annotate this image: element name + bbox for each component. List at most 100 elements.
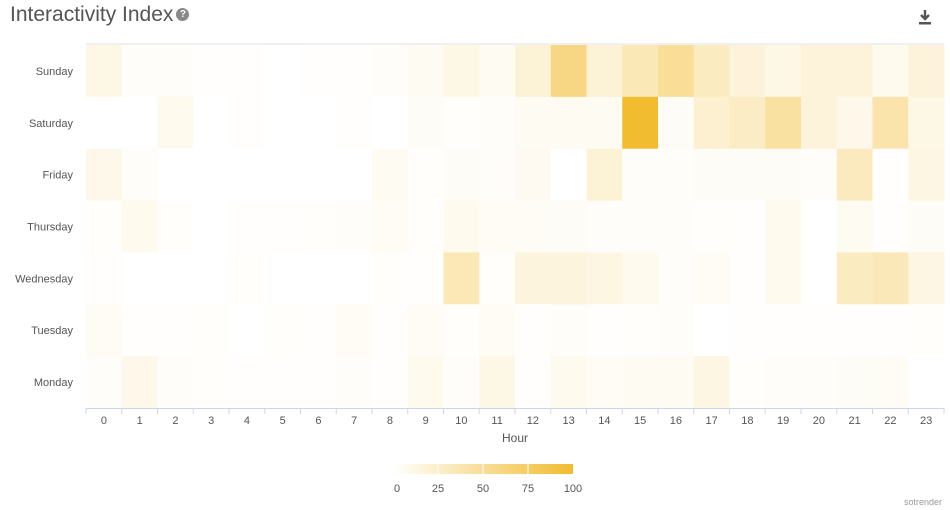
heatmap-cell bbox=[836, 304, 873, 357]
heatmap-cell bbox=[372, 304, 409, 357]
heatmap-cell bbox=[765, 200, 802, 253]
heatmap-cell bbox=[836, 96, 873, 150]
heatmap-cell bbox=[300, 304, 337, 357]
heatmap-cell bbox=[264, 304, 301, 357]
heatmap-cell bbox=[336, 200, 373, 253]
heatmap-cell bbox=[693, 200, 730, 253]
heatmap-cell bbox=[121, 304, 158, 357]
heatmap-cell bbox=[622, 200, 659, 253]
heatmap-cell bbox=[622, 356, 659, 409]
heatmap-cell bbox=[801, 304, 838, 357]
legend-tick-label: 50 bbox=[477, 483, 489, 495]
credit-text: sotrender bbox=[903, 497, 942, 507]
plot-top-border bbox=[86, 43, 944, 45]
heatmap-cell bbox=[443, 304, 480, 357]
heatmap-cell bbox=[693, 96, 730, 150]
heatmap-cell bbox=[515, 45, 552, 98]
heatmap-cell bbox=[300, 148, 337, 202]
x-tick-label: 5 bbox=[280, 415, 286, 427]
heatmap-cell bbox=[550, 96, 587, 150]
heatmap-cell bbox=[729, 96, 766, 150]
heatmap-cell bbox=[693, 148, 730, 202]
legend-tick-label: 25 bbox=[432, 483, 444, 495]
heatmap-cell bbox=[86, 45, 123, 98]
heatmap-cell bbox=[372, 200, 409, 253]
heatmap-cell bbox=[193, 200, 230, 253]
heatmap-cell bbox=[658, 148, 695, 202]
heatmap-cell bbox=[86, 200, 123, 253]
heatmap-cell bbox=[336, 96, 373, 150]
heatmap-cell bbox=[157, 252, 194, 305]
heatmap-cell bbox=[658, 356, 695, 409]
x-tick-label: 10 bbox=[455, 415, 467, 427]
heatmap-cell bbox=[765, 148, 802, 202]
heatmap-cell bbox=[86, 96, 123, 150]
heatmap-cell bbox=[765, 356, 802, 409]
heatmap-cell bbox=[121, 45, 158, 98]
heatmap-cell bbox=[550, 356, 587, 409]
y-tick-label: Wednesday bbox=[15, 273, 73, 285]
heatmap-cell bbox=[443, 356, 480, 409]
heatmap-cell bbox=[193, 252, 230, 305]
heatmap-cell bbox=[872, 45, 909, 98]
heatmap-cell bbox=[729, 252, 766, 305]
heatmap-cell bbox=[264, 96, 301, 150]
heatmap-cell bbox=[872, 200, 909, 253]
heatmap-cell bbox=[872, 356, 909, 409]
heatmap-cell bbox=[336, 252, 373, 305]
heatmap-cell bbox=[264, 252, 301, 305]
heatmap-cell bbox=[157, 356, 194, 409]
heatmap-cell bbox=[121, 148, 158, 202]
x-tick-label: 7 bbox=[351, 415, 357, 427]
y-tick-label: Tuesday bbox=[31, 325, 73, 337]
heatmap-cell bbox=[336, 304, 373, 357]
legend-tick-label: 100 bbox=[564, 483, 582, 495]
heatmap-cell bbox=[193, 45, 230, 98]
heatmap-cell bbox=[586, 304, 623, 357]
download-icon[interactable] bbox=[916, 8, 934, 26]
heatmap-cell bbox=[372, 96, 409, 150]
heatmap-cell bbox=[586, 356, 623, 409]
x-tick-label: 9 bbox=[423, 415, 429, 427]
x-tick-label: 15 bbox=[634, 415, 646, 427]
heatmap-cell bbox=[229, 252, 266, 305]
x-tick-label: 1 bbox=[137, 415, 143, 427]
y-tick-label: Saturday bbox=[29, 118, 74, 130]
heatmap-cell bbox=[908, 96, 945, 150]
heatmap-cell bbox=[407, 45, 444, 98]
heatmap-cell bbox=[693, 356, 730, 409]
heatmap-cell bbox=[407, 200, 444, 253]
heatmap-cell bbox=[336, 45, 373, 98]
heatmap-cell bbox=[622, 45, 659, 98]
legend-tick-label: 75 bbox=[522, 483, 534, 495]
heatmap-cell bbox=[622, 252, 659, 305]
heatmap-cell bbox=[264, 45, 301, 98]
heatmap-cell bbox=[407, 356, 444, 409]
heatmap-cell bbox=[479, 200, 516, 253]
heatmap-cell bbox=[836, 356, 873, 409]
heatmap-cell bbox=[908, 304, 945, 357]
heatmap-cell bbox=[86, 304, 123, 357]
help-icon[interactable]: ? bbox=[176, 8, 190, 21]
heatmap-cell bbox=[157, 148, 194, 202]
x-tick-label: 13 bbox=[563, 415, 575, 427]
heatmap-cell bbox=[658, 96, 695, 150]
x-tick-label: 22 bbox=[884, 415, 896, 427]
heatmap-cell bbox=[515, 356, 552, 409]
heatmap-cell bbox=[443, 252, 480, 305]
heatmap-cell bbox=[550, 304, 587, 357]
heatmap-cell bbox=[658, 252, 695, 305]
heatmap-cell bbox=[479, 148, 516, 202]
heatmap-cell bbox=[193, 96, 230, 150]
x-axis-title: Hour bbox=[502, 431, 528, 445]
heatmap-cell bbox=[443, 148, 480, 202]
heatmap-cell bbox=[658, 200, 695, 253]
heatmap-cell bbox=[908, 200, 945, 253]
heatmap-cell bbox=[872, 96, 909, 150]
heatmap-cell bbox=[765, 45, 802, 98]
heatmap-cell bbox=[622, 148, 659, 202]
heatmap-cell bbox=[586, 252, 623, 305]
heatmap-cell bbox=[658, 304, 695, 357]
x-tick-label: 11 bbox=[491, 415, 502, 427]
